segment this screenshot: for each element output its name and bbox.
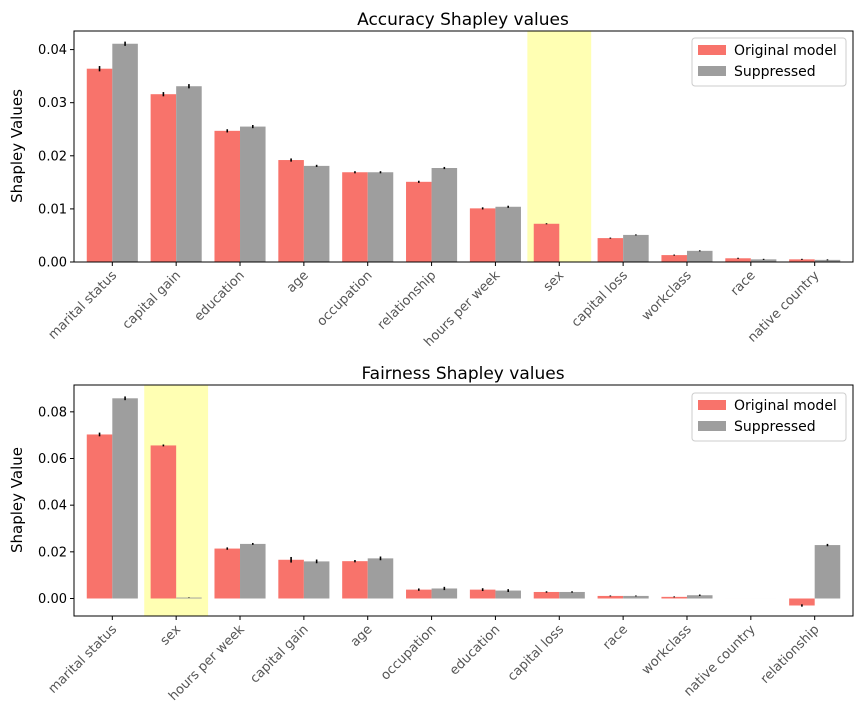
fairness-legend-swatch-suppressed	[698, 421, 726, 431]
fairness-bar-original-model-relationship	[789, 598, 815, 606]
fairness-bar-suppressed-relationship	[814, 545, 841, 599]
accuracy-bar-suppressed-hours-per-week	[495, 206, 521, 262]
fairness-xtick-label-capital-gain: capital gain	[247, 622, 311, 686]
fairness-chart-ylabel: Shapley Value	[8, 447, 26, 553]
fairness-bar-original-model-marital-status	[86, 434, 113, 599]
fairness-xtick-label-marital-status: marital status	[46, 622, 121, 697]
accuracy-ytick-label: 0.02	[38, 149, 67, 164]
accuracy-chart-title: Accuracy Shapley values	[357, 10, 569, 30]
accuracy-bar-original-model-native-country	[789, 259, 815, 262]
accuracy-bar-suppressed-race	[750, 259, 777, 262]
fairness-bar-suppressed-sex	[176, 597, 202, 599]
fairness-bar-original-model-occupation	[406, 589, 432, 599]
accuracy-xtick-label-workclass: workclass	[639, 268, 695, 324]
accuracy-xtick-label-marital-status: marital status	[46, 268, 121, 343]
fairness-bar-suppressed-hours-per-week	[240, 543, 266, 599]
accuracy-xtick-label-race: race	[728, 268, 759, 299]
accuracy-legend: Original model Suppressed	[691, 37, 847, 87]
fairness-bar-suppressed-race	[623, 595, 649, 599]
accuracy-bar-original-model-education	[214, 130, 241, 262]
accuracy-xtick-label-sex: sex	[541, 268, 568, 295]
fairness-bar-suppressed-marital-status	[112, 398, 138, 599]
accuracy-legend-swatch-original-model	[698, 45, 726, 55]
fairness-axes-frame	[73, 384, 854, 617]
fairness-bar-suppressed-education	[495, 590, 521, 599]
fairness-bar-original-model-age	[342, 561, 368, 599]
accuracy-xtick-label-capital-gain: capital gain	[120, 268, 184, 332]
fairness-legend-label-suppressed: Suppressed	[734, 419, 816, 435]
accuracy-bar-original-model-hours-per-week	[469, 208, 496, 262]
accuracy-xtick-label-occupation: occupation	[314, 268, 375, 329]
accuracy-bar-suppressed-capital-gain	[176, 86, 202, 262]
accuracy-xtick-label-education: education	[192, 268, 248, 324]
fairness-bar-original-model-hours-per-week	[214, 548, 241, 599]
accuracy-bar-original-model-marital-status	[86, 68, 113, 262]
fairness-bar-suppressed-occupation	[431, 588, 458, 599]
accuracy-bar-suppressed-native-country	[814, 259, 841, 262]
fairness-bar-original-model-education	[469, 589, 496, 599]
fairness-bar-suppressed-age	[367, 558, 394, 599]
accuracy-ytick-label: 0.01	[38, 202, 67, 217]
accuracy-xtick-label-relationship: relationship	[375, 268, 440, 333]
accuracy-legend-swatch-suppressed	[698, 66, 726, 76]
accuracy-chart: Accuracy Shapley values Shapley Values 0…	[8, 10, 854, 350]
fairness-bar-suppressed-capital-loss	[559, 591, 585, 599]
accuracy-bar-original-model-workclass	[661, 255, 687, 262]
accuracy-bar-original-model-capital-loss	[597, 238, 624, 262]
fairness-xtick-label-race: race	[600, 622, 631, 653]
accuracy-bar-original-model-occupation	[342, 172, 368, 262]
fairness-legend-label-original-model: Original model	[734, 398, 837, 414]
fairness-ytick-label: 0.06	[38, 452, 67, 467]
fairness-ytick-label: 0.00	[38, 592, 67, 607]
fairness-legend-box	[691, 392, 847, 442]
accuracy-bar-original-model-sex	[533, 223, 560, 262]
accuracy-ytick-label: 0.03	[38, 96, 67, 111]
fairness-bar-suppressed-capital-gain	[303, 561, 330, 599]
accuracy-axes-frame	[73, 30, 854, 263]
fairness-xtick-label-capital-loss: capital loss	[505, 622, 567, 684]
fairness-xtick-label-workclass: workclass	[639, 622, 695, 678]
accuracy-bar-suppressed-age	[303, 165, 330, 262]
accuracy-legend-box	[691, 37, 847, 87]
accuracy-ytick-label: 0.00	[38, 256, 67, 271]
fairness-bar-original-model-capital-loss	[533, 591, 560, 599]
accuracy-legend-label-original-model: Original model	[734, 43, 837, 59]
fairness-ytick-label: 0.08	[38, 405, 67, 420]
accuracy-bar-suppressed-workclass	[686, 250, 713, 262]
accuracy-legend-label-suppressed: Suppressed	[734, 64, 816, 80]
fairness-legend-swatch-original-model	[698, 400, 726, 410]
accuracy-xtick-label-capital-loss: capital loss	[569, 268, 631, 330]
fairness-xtick-label-sex: sex	[158, 622, 185, 649]
accuracy-bar-suppressed-capital-loss	[623, 234, 649, 262]
accuracy-bar-suppressed-relationship	[431, 168, 458, 262]
accuracy-bar-original-model-relationship	[406, 181, 432, 262]
accuracy-ytick-label: 0.04	[38, 43, 67, 58]
accuracy-bar-original-model-age	[278, 160, 304, 262]
accuracy-bar-suppressed-occupation	[367, 172, 394, 262]
accuracy-bar-suppressed-marital-status	[112, 43, 138, 262]
accuracy-chart-ylabel: Shapley Values	[8, 89, 26, 203]
fairness-chart: Fairness Shapley values Shapley Value 0.…	[8, 364, 854, 704]
fairness-bar-original-model-race	[597, 595, 624, 599]
fairness-bar-original-model-sex	[150, 445, 177, 599]
fairness-legend: Original model Suppressed	[691, 392, 847, 442]
fairness-bar-original-model-capital-gain	[278, 559, 304, 599]
fairness-ytick-label: 0.02	[38, 545, 67, 560]
accuracy-bar-original-model-capital-gain	[150, 94, 177, 262]
accuracy-bar-original-model-race	[725, 258, 751, 262]
accuracy-xtick-label-age: age	[284, 268, 312, 296]
fairness-xtick-label-education: education	[447, 622, 503, 678]
accuracy-highlight-band	[527, 31, 592, 262]
fairness-bar-original-model-workclass	[661, 596, 687, 599]
accuracy-bar-suppressed-education	[240, 126, 266, 262]
fairness-bar-suppressed-workclass	[686, 595, 713, 599]
fairness-ytick-label: 0.04	[38, 499, 67, 514]
fairness-xtick-label-occupation: occupation	[378, 622, 439, 683]
fairness-xtick-label-relationship: relationship	[758, 622, 823, 687]
fairness-xtick-label-age: age	[348, 622, 376, 650]
fairness-chart-title: Fairness Shapley values	[361, 364, 564, 384]
